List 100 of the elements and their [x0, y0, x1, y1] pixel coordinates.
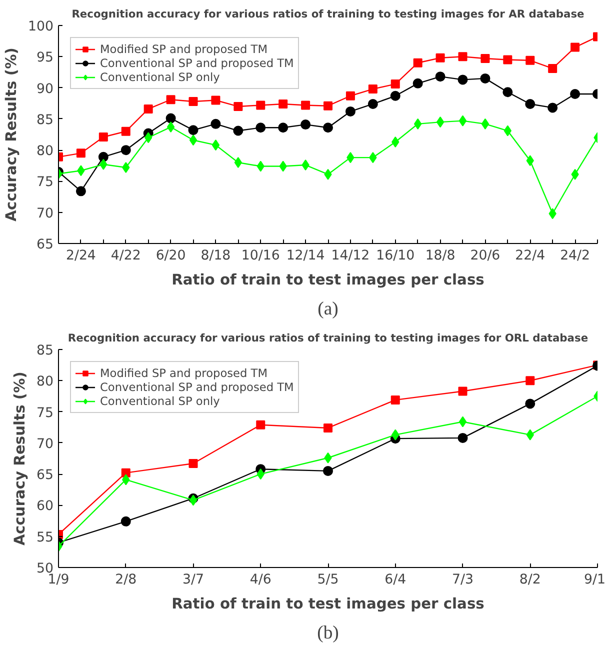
point — [390, 395, 400, 404]
x-tick-label: 3/7 — [182, 572, 204, 588]
point — [211, 96, 220, 105]
point — [323, 122, 333, 133]
x-tick-label: 10/16 — [241, 248, 280, 264]
point — [481, 118, 490, 130]
point — [189, 134, 198, 146]
x-tick-label: 12/14 — [286, 248, 325, 264]
x-tick-label: 20/6 — [470, 248, 500, 264]
x-tick-label: 16/10 — [376, 248, 415, 264]
x-tick-label: 7/3 — [452, 572, 474, 588]
point — [390, 80, 400, 89]
legend-label: Conventional SP and proposed TM — [100, 56, 294, 70]
y-tick-label: 70 — [36, 436, 54, 452]
x-axis-title: Ratio of train to test images per class — [172, 272, 485, 288]
y-tick-label: 80 — [36, 374, 54, 390]
point — [368, 84, 378, 94]
x-tick-label: 4/22 — [110, 248, 141, 264]
y-tick-label: 80 — [36, 144, 54, 160]
point — [120, 145, 131, 156]
x-tick-label: 6/4 — [384, 572, 406, 588]
y-tick-label: 85 — [36, 112, 54, 128]
point — [188, 458, 198, 468]
y-tick-label: 60 — [36, 499, 54, 514]
x-tick-label: 1/9 — [48, 572, 70, 588]
y-tick-label: 95 — [36, 50, 54, 66]
y-axis-title: Accuracy Results (%) — [3, 48, 20, 222]
point — [458, 115, 467, 126]
y-tick-label: 85 — [36, 344, 54, 358]
point — [480, 73, 490, 84]
point — [233, 126, 244, 136]
x-tick-label: 14/12 — [331, 248, 370, 264]
x-tick-label: 8/2 — [519, 572, 541, 588]
point — [548, 64, 558, 73]
point — [458, 416, 467, 428]
y-tick-label: 65 — [36, 238, 54, 252]
point — [413, 58, 422, 68]
point — [300, 120, 311, 130]
x-tick-label: 5/5 — [317, 572, 339, 588]
point — [412, 78, 423, 88]
point — [76, 186, 86, 196]
y-tick-label: 75 — [36, 175, 54, 190]
x-tick-label: 24/2 — [560, 248, 590, 264]
point — [458, 386, 468, 396]
point — [458, 432, 468, 443]
point — [76, 148, 86, 158]
point — [166, 113, 176, 124]
point — [210, 118, 221, 129]
point — [570, 89, 580, 100]
point — [503, 55, 512, 64]
point — [346, 91, 355, 100]
point — [166, 122, 175, 133]
legend-label: Conventional SP only — [100, 70, 220, 84]
point — [234, 102, 243, 111]
legend-label: Conventional SP and proposed TM — [100, 380, 294, 394]
point — [212, 140, 220, 151]
point — [502, 87, 513, 98]
x-tick-label: 2/24 — [66, 248, 96, 264]
point — [301, 100, 310, 110]
point — [458, 74, 468, 85]
point — [256, 100, 266, 110]
x-tick-label: 6/20 — [156, 248, 186, 264]
x-tick-label: 22/4 — [515, 248, 546, 264]
point — [324, 423, 332, 432]
point — [144, 104, 153, 114]
point — [436, 53, 445, 62]
y-tick-label: 90 — [36, 82, 54, 97]
point — [98, 132, 108, 142]
y-tick-label: 100 — [28, 20, 54, 34]
point — [188, 96, 198, 106]
x-tick-label: 2/8 — [115, 572, 137, 588]
point — [278, 122, 288, 133]
point — [436, 116, 444, 128]
point — [548, 102, 558, 113]
point — [526, 376, 535, 386]
point — [324, 101, 332, 110]
point — [480, 54, 490, 64]
legend-label: Modified SP and proposed TM — [100, 366, 268, 380]
point — [166, 95, 176, 104]
y-tick-label: 70 — [36, 206, 54, 222]
text: (b) — [317, 622, 339, 644]
point — [256, 420, 266, 430]
point — [435, 72, 446, 82]
y-tick-label: 65 — [36, 468, 54, 484]
chart-title: Recognition accuracy for various ratios of training to testing images for AR database — [72, 8, 584, 20]
point — [458, 52, 468, 62]
y-tick-label: 75 — [36, 406, 54, 421]
x-tick-label: 18/8 — [425, 248, 456, 264]
x-tick-label: 8/18 — [200, 248, 231, 264]
point — [189, 494, 198, 506]
point — [525, 398, 536, 409]
point — [121, 126, 130, 136]
x-tick-label: 9/1 — [584, 572, 605, 588]
point — [120, 516, 131, 526]
chart-title: Recognition accuracy for various ratios of training to testing images for ORL database — [68, 332, 588, 344]
point — [278, 99, 288, 108]
point — [98, 152, 108, 162]
point — [390, 90, 400, 101]
legend-label: Modified SP and proposed TM — [100, 42, 268, 56]
point — [570, 42, 580, 52]
